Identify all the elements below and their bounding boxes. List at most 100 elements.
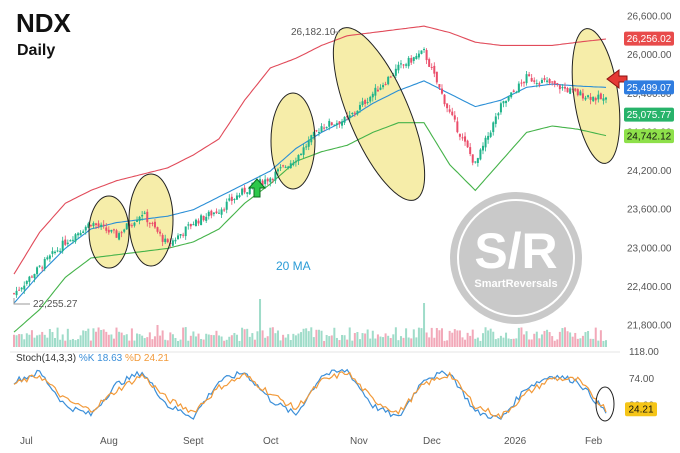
- candle-body: [179, 233, 182, 236]
- candle-body: [202, 215, 205, 221]
- candle-body: [476, 158, 479, 163]
- volume-bar: [384, 333, 387, 347]
- volume-bar: [138, 334, 141, 347]
- volume-bar: [469, 335, 472, 347]
- candle-body: [430, 66, 433, 68]
- volume-bar: [492, 331, 495, 347]
- candle-body: [210, 210, 213, 216]
- candle-body: [164, 238, 167, 243]
- highlight-area-2: [129, 174, 173, 266]
- candle-body: [412, 57, 415, 61]
- volume-bar: [107, 334, 110, 347]
- volume-bar: [15, 335, 18, 347]
- candle-body: [569, 88, 572, 94]
- volume-bar: [177, 340, 180, 347]
- volume-bar: [305, 328, 308, 347]
- volume-bar: [353, 333, 356, 347]
- highlight-outline-5: [571, 28, 621, 164]
- volume-bar: [241, 327, 244, 347]
- volume-bar: [602, 340, 605, 347]
- candle-body: [364, 99, 367, 104]
- volume-bar: [46, 337, 49, 347]
- stoch-highlight-ellipse: [595, 386, 615, 422]
- y-tick-label: 21,800.00: [627, 321, 672, 332]
- candle-body: [594, 97, 597, 101]
- candle-body: [59, 250, 62, 252]
- volume-bar: [225, 339, 228, 347]
- volume-bar: [543, 330, 546, 347]
- volume-bar: [89, 340, 92, 347]
- candle-body: [64, 239, 67, 245]
- low-marker-line: [13, 298, 30, 305]
- volume-bar: [358, 339, 361, 347]
- candle-body: [343, 116, 346, 123]
- price-tag: [624, 107, 674, 122]
- candle-body: [189, 223, 192, 227]
- volume-bar: [207, 334, 210, 347]
- volume-bar: [25, 333, 28, 347]
- candle-body: [243, 187, 246, 193]
- volume-bar: [33, 337, 36, 347]
- volume-bar: [507, 338, 510, 347]
- price-tag-label: 26,256.02: [627, 34, 672, 45]
- candle-body: [125, 223, 128, 230]
- volume-bar: [574, 332, 577, 347]
- stoch-name: Stoch(14,3,3): [16, 353, 77, 364]
- candle-body: [522, 82, 525, 84]
- volume-bar: [571, 336, 574, 347]
- buy-arrow-icon: [247, 178, 267, 198]
- volume-bar: [415, 337, 418, 347]
- volume-bar: [517, 327, 520, 347]
- sell-arrow-icon: [606, 69, 628, 89]
- candle-body: [581, 93, 584, 99]
- candle-body: [464, 136, 467, 142]
- candle-body: [366, 102, 369, 104]
- candle-body: [481, 145, 484, 151]
- candle-body: [77, 233, 80, 236]
- volume-bar: [438, 330, 441, 347]
- candle-body: [397, 64, 400, 71]
- candle-body: [133, 222, 136, 226]
- candle-body: [79, 232, 82, 236]
- candle-body: [353, 112, 356, 114]
- volume-bar: [110, 334, 113, 347]
- volume-bar: [276, 330, 279, 347]
- volume-bar: [77, 339, 80, 347]
- candle-body: [136, 220, 139, 222]
- volume-bar: [402, 337, 405, 347]
- volume-bar: [435, 328, 438, 347]
- candle-body: [538, 83, 541, 85]
- candle-body: [435, 71, 438, 83]
- volume-bar: [553, 340, 556, 347]
- candle-body: [589, 96, 592, 100]
- volume-bar: [30, 330, 33, 347]
- candle-body: [420, 50, 423, 54]
- candle-body: [156, 227, 159, 232]
- y-tick-label: 24,200.00: [627, 166, 672, 177]
- candle-body: [51, 251, 54, 254]
- volume-bar: [87, 328, 90, 347]
- volume-bar: [169, 332, 172, 347]
- volume-bar: [405, 328, 408, 347]
- candle-body: [95, 223, 98, 225]
- candle-body: [107, 229, 110, 233]
- candle-body: [425, 50, 428, 61]
- price-tag-label: 25,075.77: [627, 110, 672, 121]
- volume-bar: [474, 338, 477, 347]
- candle-body: [20, 287, 23, 290]
- candle-body: [399, 63, 402, 65]
- volume-bar: [579, 338, 582, 347]
- volume-bar: [205, 333, 208, 347]
- candle-body: [18, 289, 21, 291]
- volume-bar: [389, 338, 392, 347]
- volume-bar: [338, 340, 341, 347]
- candle-body: [182, 234, 185, 236]
- candle-body: [438, 84, 441, 88]
- candle-body: [166, 239, 169, 243]
- volume-bar: [151, 339, 154, 347]
- candle-body: [15, 290, 18, 296]
- candle-body: [118, 233, 121, 240]
- candle-body: [274, 171, 277, 181]
- bollinger-bands: [13, 25, 607, 333]
